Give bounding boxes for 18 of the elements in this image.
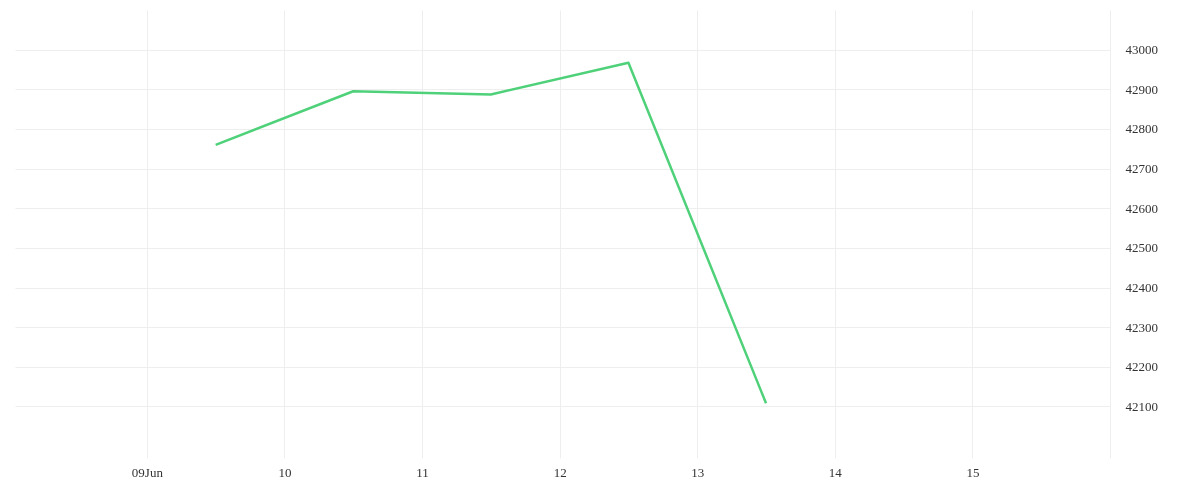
x-tick-label: 15 <box>966 464 980 480</box>
x-tick-label: 12 <box>553 464 567 480</box>
y-tick-label: 42400 <box>1125 280 1158 296</box>
x-tick-label: 09Jun <box>131 464 164 480</box>
y-tick-label: 42500 <box>1125 240 1158 256</box>
y-tick-label: 42900 <box>1125 81 1158 97</box>
x-tick-label: 10 <box>278 464 292 480</box>
y-tick-label: 42700 <box>1125 161 1158 177</box>
x-tick-label: 14 <box>828 464 843 480</box>
y-tick-label: 42200 <box>1125 359 1158 375</box>
x-tick-label: 11 <box>416 464 429 480</box>
y-tick-label: 42100 <box>1125 398 1158 414</box>
x-tick-label: 13 <box>691 464 705 480</box>
y-tick-label: 42300 <box>1125 319 1158 335</box>
line-series <box>214 61 768 405</box>
y-tick-label: 42800 <box>1125 121 1158 137</box>
y-tick-label: 43000 <box>1125 42 1158 58</box>
y-tick-label: 42600 <box>1125 200 1158 216</box>
